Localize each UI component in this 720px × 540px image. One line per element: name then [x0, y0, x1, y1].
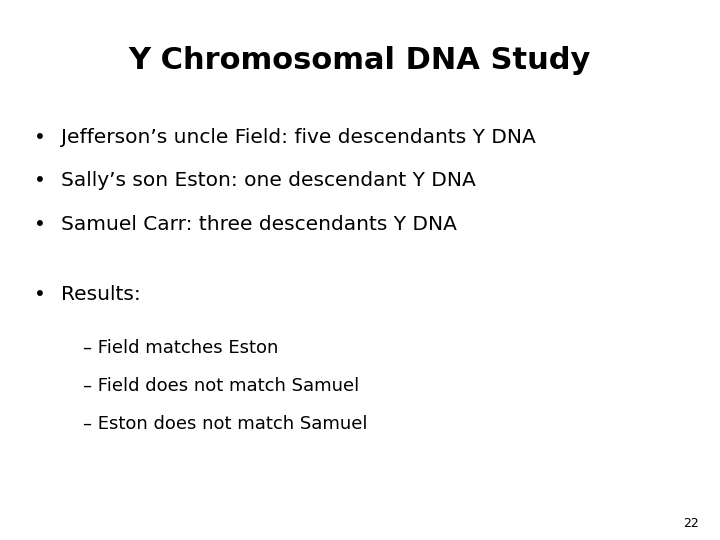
- Text: – Field matches Eston: – Field matches Eston: [83, 339, 278, 357]
- Text: Y Chromosomal DNA Study: Y Chromosomal DNA Study: [129, 46, 591, 75]
- Text: Samuel Carr: three descendants Y DNA: Samuel Carr: three descendants Y DNA: [61, 214, 457, 234]
- Text: – Field does not match Samuel: – Field does not match Samuel: [83, 377, 359, 395]
- Text: •: •: [34, 285, 45, 304]
- Text: Jefferson’s uncle Field: five descendants Y DNA: Jefferson’s uncle Field: five descendant…: [61, 128, 536, 147]
- Text: Results:: Results:: [61, 285, 141, 304]
- Text: •: •: [34, 214, 45, 234]
- Text: – Eston does not match Samuel: – Eston does not match Samuel: [83, 415, 367, 433]
- Text: 22: 22: [683, 517, 698, 530]
- Text: Sally’s son Eston: one descendant Y DNA: Sally’s son Eston: one descendant Y DNA: [61, 171, 476, 191]
- Text: •: •: [34, 128, 45, 147]
- Text: •: •: [34, 171, 45, 191]
